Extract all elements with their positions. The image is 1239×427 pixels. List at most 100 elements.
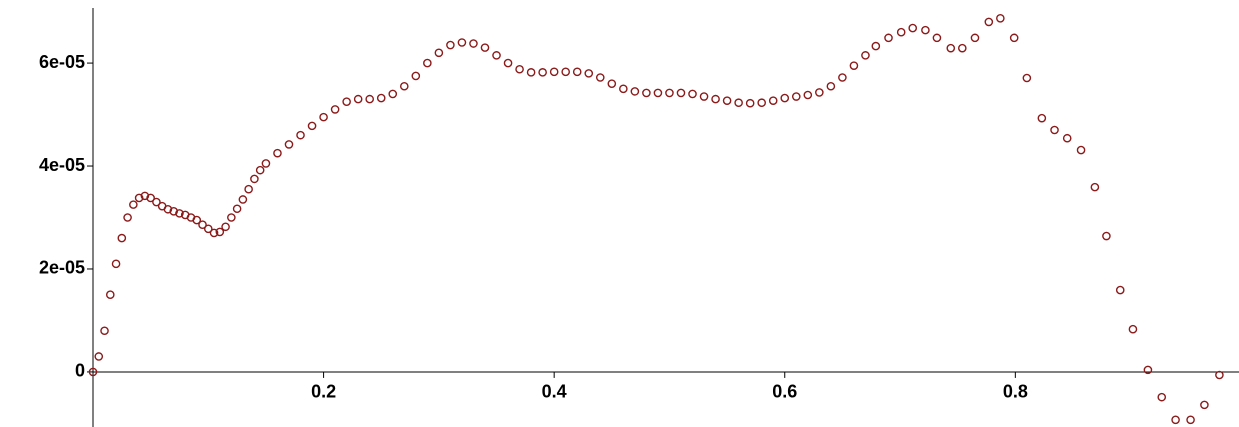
point	[561, 67, 570, 77]
point	[353, 94, 363, 104]
point	[250, 174, 259, 184]
point	[94, 352, 104, 361]
point	[198, 220, 207, 230]
point	[803, 90, 813, 100]
point	[1090, 182, 1100, 192]
y-tick-label: 0	[75, 361, 85, 381]
point	[970, 33, 980, 43]
point	[607, 79, 617, 88]
point	[296, 130, 305, 140]
x-tick-label: 0.6	[772, 382, 797, 402]
point	[123, 213, 132, 222]
point	[307, 121, 317, 131]
point	[284, 140, 294, 149]
point	[699, 92, 709, 101]
point	[411, 71, 421, 81]
point	[826, 81, 836, 91]
point	[209, 228, 219, 238]
point	[871, 41, 881, 51]
point	[399, 81, 409, 91]
point	[446, 40, 455, 50]
point	[665, 88, 674, 98]
point	[129, 200, 138, 209]
point	[722, 96, 732, 105]
point	[838, 73, 847, 82]
point	[595, 73, 605, 82]
point	[1076, 145, 1086, 155]
point	[619, 84, 628, 94]
point	[423, 58, 432, 68]
point	[768, 96, 778, 105]
point	[376, 93, 386, 103]
point	[232, 204, 242, 214]
point	[255, 165, 265, 175]
point	[152, 197, 161, 207]
point	[1186, 415, 1195, 425]
point	[244, 184, 253, 194]
point	[1157, 392, 1167, 402]
point	[549, 67, 559, 77]
point	[88, 367, 98, 377]
point	[984, 17, 994, 27]
y-tick-label: 6e-05	[39, 52, 85, 72]
point	[1215, 370, 1224, 380]
point	[630, 87, 640, 96]
point	[676, 88, 686, 98]
point	[238, 195, 248, 204]
point	[434, 48, 444, 58]
y-tick-label: 4e-05	[39, 155, 85, 175]
point	[653, 88, 663, 98]
point	[1022, 73, 1032, 83]
point	[105, 290, 115, 300]
point	[388, 89, 398, 99]
point	[538, 68, 547, 77]
point	[526, 68, 536, 77]
point	[134, 193, 144, 203]
point	[111, 259, 121, 269]
y-tick-label: 2e-05	[39, 258, 85, 278]
point	[146, 193, 155, 203]
point	[117, 233, 127, 243]
point	[215, 227, 225, 237]
point	[169, 207, 179, 216]
point	[221, 222, 230, 232]
point	[365, 94, 375, 104]
point	[757, 98, 766, 108]
point	[227, 213, 236, 222]
point	[1143, 365, 1153, 375]
point	[203, 224, 213, 234]
point	[1200, 400, 1209, 410]
point	[457, 38, 467, 47]
point	[163, 204, 173, 214]
x-tick-label: 0.4	[542, 382, 567, 402]
point	[261, 159, 271, 168]
point	[642, 88, 651, 98]
point	[946, 43, 956, 53]
x-tick-label: 0.8	[1003, 382, 1028, 402]
point	[745, 98, 755, 108]
point	[957, 43, 967, 53]
point	[492, 51, 501, 60]
point	[1102, 231, 1111, 241]
point	[908, 23, 918, 33]
point	[1128, 324, 1138, 334]
point	[921, 25, 930, 35]
point	[572, 67, 582, 77]
point	[503, 58, 513, 68]
point	[273, 148, 282, 158]
point	[884, 33, 893, 43]
point	[996, 13, 1005, 23]
point	[1009, 33, 1019, 43]
point	[780, 93, 790, 103]
point	[932, 33, 942, 43]
point	[815, 88, 824, 97]
point	[469, 39, 478, 48]
point	[1050, 125, 1059, 135]
point	[140, 191, 150, 201]
point	[1171, 415, 1180, 425]
point	[319, 112, 328, 122]
point	[100, 326, 109, 336]
point	[192, 215, 202, 225]
point	[342, 97, 351, 106]
